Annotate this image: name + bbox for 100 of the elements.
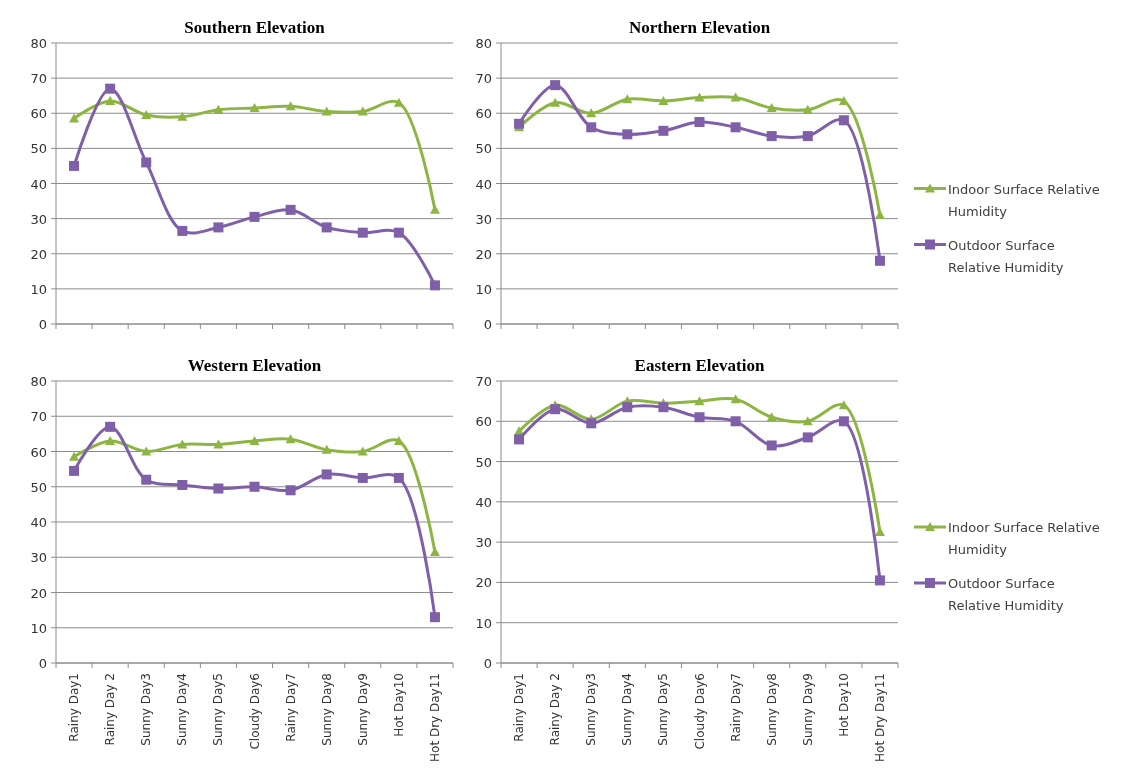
point (285, 101, 296, 111)
y-tick-label: 20 (30, 585, 47, 601)
point (357, 472, 368, 483)
y-tick-label: 30 (475, 211, 492, 227)
point (802, 416, 813, 426)
point (141, 446, 152, 456)
point (838, 115, 849, 126)
point (766, 102, 777, 112)
point (550, 97, 561, 107)
point (586, 418, 597, 429)
point (213, 483, 224, 494)
point (766, 412, 777, 422)
x-tick-label: Sunny Day8 (764, 673, 779, 746)
y-tick-label: 40 (30, 515, 47, 530)
point (105, 83, 116, 94)
point (622, 129, 633, 140)
x-tick-label: Rainy Day7 (728, 673, 743, 742)
point (321, 222, 332, 233)
point (321, 444, 332, 454)
legend-label: Outdoor Surface Relative Humidity (948, 237, 1064, 275)
y-tick-label: 50 (475, 454, 492, 470)
y-tick-label: 80 (30, 374, 47, 389)
point (874, 527, 885, 537)
y-tick-label: 70 (475, 374, 492, 389)
y-tick-label: 40 (475, 494, 492, 510)
point (105, 421, 116, 432)
x-tick-label: Rainy Day7 (283, 673, 298, 742)
y-tick-label: 10 (475, 281, 492, 297)
x-tick-label: Sunny Day8 (319, 673, 334, 746)
point (321, 469, 332, 480)
y-tick-label: 40 (30, 176, 47, 192)
y-tick-label: 60 (475, 414, 492, 430)
chart-title: Eastern Elevation (634, 356, 765, 375)
y-tick-label: 30 (30, 550, 47, 566)
legend-label: Indoor Surface Relative Humidity (948, 520, 1100, 557)
point (586, 108, 597, 118)
point (802, 131, 813, 142)
x-tick-label: Rainy Day1 (67, 673, 82, 742)
x-tick-label: Sunny Day4 (620, 673, 635, 746)
point (357, 446, 368, 456)
point (393, 97, 404, 107)
x-tick-label: Sunny Day5 (656, 673, 671, 746)
point (550, 80, 561, 91)
point (694, 117, 705, 128)
point (874, 255, 885, 266)
y-tick-label: 60 (30, 444, 47, 460)
point (249, 102, 260, 112)
y-tick-label: 30 (30, 211, 47, 227)
x-tick-label: Rainy Day1 (512, 673, 527, 742)
point (177, 225, 188, 236)
point (838, 95, 849, 105)
point (730, 122, 741, 133)
point (69, 113, 80, 123)
point (658, 402, 669, 413)
point (838, 400, 849, 410)
legend-label: Outdoor Surface Relative Humidity (948, 576, 1064, 613)
point (802, 432, 813, 443)
x-tick-label: Cloudy Day6 (692, 673, 707, 750)
point (622, 94, 633, 104)
point (514, 118, 525, 129)
point (177, 479, 188, 490)
chart-title: Northern Elevation (628, 18, 771, 37)
point (105, 95, 116, 105)
y-tick-label: 70 (30, 71, 47, 87)
y-tick-label: 50 (30, 141, 47, 157)
y-tick-label: 20 (475, 575, 492, 591)
chart-title: Southern Elevation (184, 18, 326, 37)
point (69, 451, 80, 461)
x-tick-label: Sunny Day4 (175, 673, 190, 746)
point (514, 434, 525, 445)
point (285, 434, 296, 444)
point (694, 412, 705, 423)
point (838, 416, 849, 427)
point (429, 546, 440, 556)
point (393, 227, 404, 238)
y-tick-label: 60 (475, 106, 492, 122)
y-tick-label: 50 (30, 479, 47, 495)
point (658, 95, 669, 105)
point (730, 394, 741, 404)
point (105, 435, 116, 445)
x-tick-label: Rainy Day 2 (548, 673, 563, 746)
point (213, 439, 224, 449)
point (429, 204, 440, 214)
point (249, 481, 260, 492)
x-tick-label: Rainy Day 2 (103, 673, 118, 746)
point (69, 160, 80, 171)
point (694, 396, 705, 406)
y-tick-label: 20 (30, 246, 47, 262)
y-tick-label: 30 (475, 535, 492, 551)
x-tick-label: Cloudy Day6 (247, 673, 262, 750)
point (141, 474, 152, 485)
y-tick-label: 0 (38, 656, 47, 671)
y-tick-label: 40 (475, 176, 492, 192)
point (586, 122, 597, 133)
point (69, 465, 80, 476)
y-tick-label: 10 (30, 620, 47, 636)
point (141, 110, 152, 120)
point (249, 435, 260, 445)
point (429, 612, 440, 623)
point (249, 211, 260, 222)
